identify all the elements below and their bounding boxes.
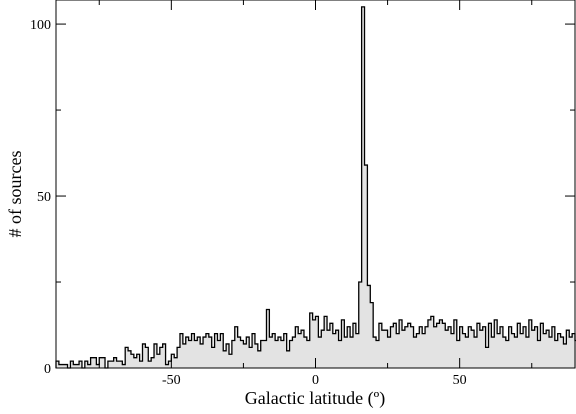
histogram-step-line xyxy=(55,6,576,369)
x-tick-label: 50 xyxy=(453,373,467,388)
axis-ticks xyxy=(56,0,575,369)
y-tick-label: 50 xyxy=(37,190,51,205)
histogram-fill xyxy=(56,6,576,368)
x-tick-label: 0 xyxy=(312,373,319,388)
x-tick-label: -50 xyxy=(162,373,181,388)
axis-tick-labels: -50 0 50 0 50 100 xyxy=(30,18,467,388)
y-tick-label: 100 xyxy=(30,18,51,33)
y-axis-label: # of sources xyxy=(5,151,25,238)
y-tick-label: 0 xyxy=(44,362,51,377)
plot-area xyxy=(55,6,576,369)
x-axis-label: Galactic latitude (º) xyxy=(245,388,386,409)
plot-frame xyxy=(55,0,576,369)
